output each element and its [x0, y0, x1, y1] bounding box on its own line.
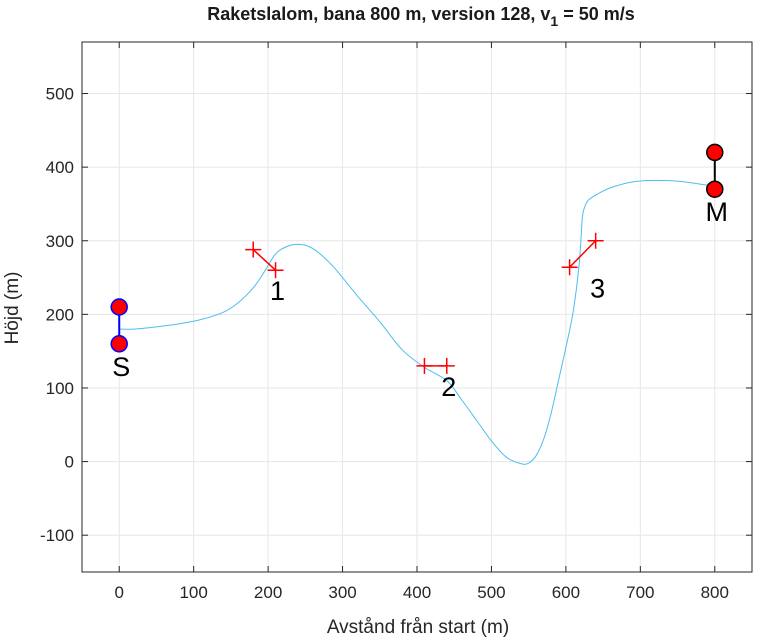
chart-title-subscript: 1: [550, 13, 558, 29]
x-axis-label: Avstånd från start (m): [327, 617, 509, 638]
chart-title-main: Raketslalom, bana 800 m, version 128, v: [207, 4, 550, 24]
x-tick-label: 500: [477, 583, 505, 602]
x-tick-label: 600: [552, 583, 580, 602]
y-tick-label: 300: [46, 232, 74, 251]
gate-marker: [267, 262, 284, 279]
x-tick-label: 400: [403, 583, 431, 602]
y-tick-label: 0: [65, 453, 74, 472]
gate-label: 3: [590, 273, 605, 303]
y-tick-label: -100: [40, 526, 74, 545]
gate-segment: [252, 249, 277, 271]
gate-marker: [587, 232, 604, 249]
chart-title: Raketslalom, bana 800 m, version 128, v1…: [207, 4, 635, 29]
gate-segment: [569, 240, 597, 268]
gate-label: 1: [270, 276, 285, 306]
x-tick-label: 200: [254, 583, 282, 602]
y-tick-label: 500: [46, 85, 74, 104]
x-tick-label: 700: [626, 583, 654, 602]
y-axis-label: Höjd (m): [2, 272, 23, 345]
gates-layer: 1 2 3 S M: [110, 143, 729, 402]
finish-point: [706, 143, 724, 162]
trajectory-line: [119, 179, 715, 465]
y-tick-label: 100: [46, 379, 74, 398]
gate-label: 2: [441, 372, 456, 402]
gate-marker: [416, 357, 433, 374]
x-tick-label: 800: [701, 583, 729, 602]
y-tick-label: 200: [46, 305, 74, 324]
y-tick-label: 400: [46, 158, 74, 177]
x-tick-label: 100: [179, 583, 207, 602]
start-point: [110, 298, 128, 316]
x-tick-label: 300: [328, 583, 356, 602]
start-label: S: [112, 352, 130, 382]
x-tick-label: 0: [114, 583, 123, 602]
grid: [82, 42, 752, 572]
gate-marker: [245, 241, 262, 258]
gate-marker: [438, 357, 455, 374]
chart-title-tail: = 50 m/s: [558, 4, 635, 24]
gate-marker: [561, 259, 578, 276]
ticks-layer: 0 100 200 300 400 500 600 700 800 -100 0 100 200 300 4…: [40, 42, 752, 602]
finish-point: [706, 180, 724, 198]
finish-label: M: [706, 197, 729, 227]
start-point: [110, 335, 128, 353]
trajectory-layer: [119, 179, 715, 465]
